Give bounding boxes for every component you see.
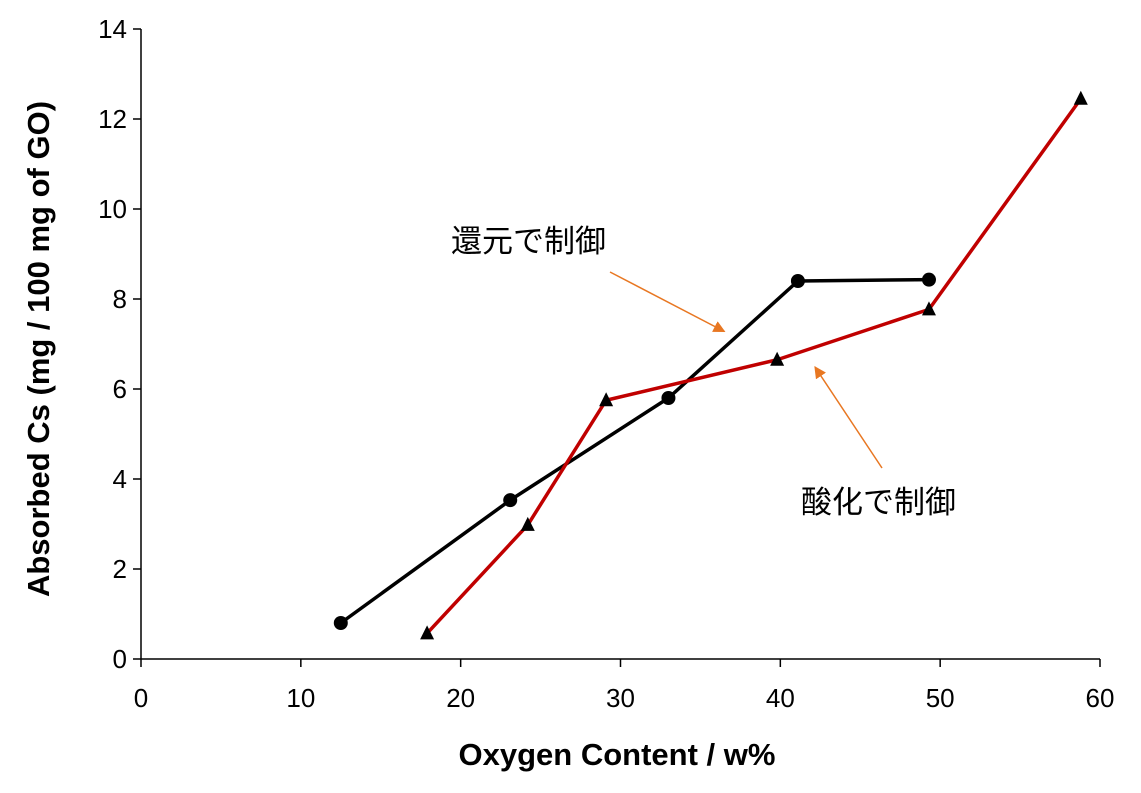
series-line-2 bbox=[425, 97, 1083, 635]
annotation-arrow bbox=[609, 271, 726, 333]
series-layer bbox=[333, 90, 1088, 640]
axes: 0 10 20 30 40 50 60 0 2 4 6 8 10 12 14 bbox=[98, 14, 1114, 713]
annotation-arrow bbox=[814, 366, 883, 469]
x-tick-label: 30 bbox=[606, 683, 635, 713]
y-tick-label: 10 bbox=[98, 194, 127, 224]
data-point-circle bbox=[503, 493, 518, 508]
x-tick-label: 0 bbox=[134, 683, 148, 713]
data-point-circle bbox=[790, 274, 805, 288]
x-tick-label: 60 bbox=[1086, 683, 1115, 713]
y-tick-label: 0 bbox=[113, 644, 127, 674]
data-point-circle bbox=[661, 391, 676, 405]
y-tick-label: 14 bbox=[98, 14, 127, 44]
y-tick-label: 8 bbox=[113, 284, 127, 314]
y-axis-title: Absorbed Cs (mg / 100 mg of GO) bbox=[21, 101, 56, 597]
data-point-triangle bbox=[770, 351, 785, 366]
x-tick-label: 50 bbox=[926, 683, 955, 713]
annotation-label: 酸化で制御 bbox=[801, 485, 956, 521]
data-point-triangle bbox=[599, 392, 614, 407]
y-tick-label: 12 bbox=[98, 104, 127, 134]
y-tick-label: 4 bbox=[113, 464, 127, 494]
x-axis-title: Oxygen Content / w% bbox=[459, 737, 776, 772]
x-tick-label: 20 bbox=[446, 683, 475, 713]
data-point-triangle bbox=[921, 301, 936, 316]
series-line-1 bbox=[339, 277, 929, 625]
data-point-triangle bbox=[520, 516, 535, 531]
data-point-triangle bbox=[1073, 90, 1088, 105]
y-tick-label: 6 bbox=[113, 374, 127, 404]
data-point-triangle bbox=[420, 625, 435, 640]
y-tick-label: 2 bbox=[113, 554, 127, 584]
annotation-label: 還元で制御 bbox=[451, 224, 606, 260]
data-point-circle bbox=[333, 616, 348, 630]
x-tick-label: 10 bbox=[286, 683, 315, 713]
x-tick-label: 40 bbox=[766, 683, 795, 713]
data-point-circle bbox=[921, 272, 936, 287]
